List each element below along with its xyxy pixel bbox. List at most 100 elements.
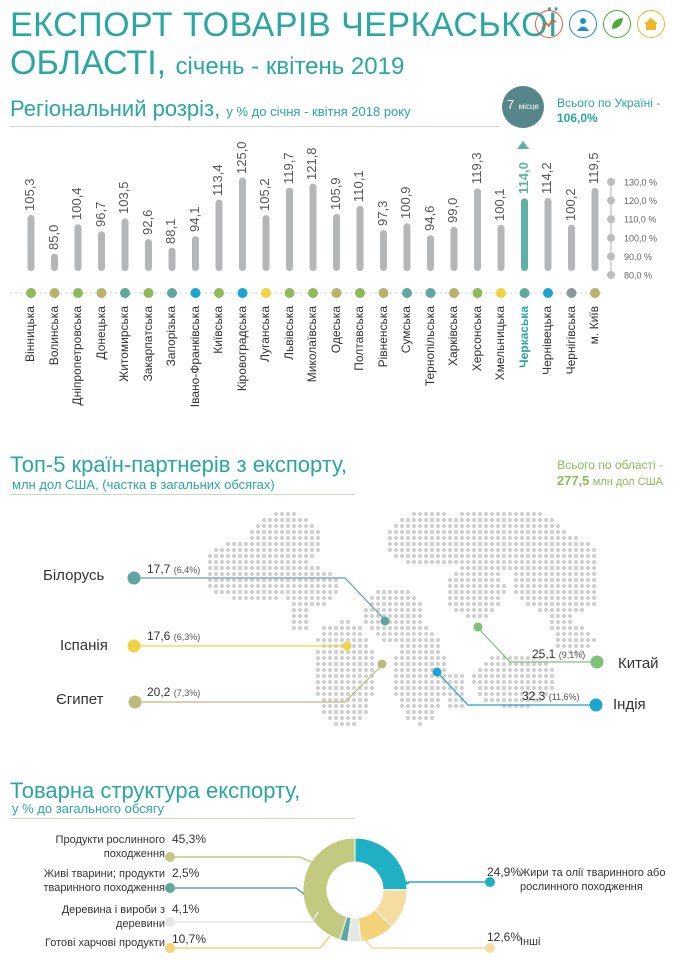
map-dot [238, 554, 242, 558]
bar-9 [239, 177, 246, 271]
y-tick-dot-0 [607, 178, 615, 186]
map-dot [484, 578, 488, 582]
map-dot [568, 554, 572, 558]
map-dot [412, 710, 416, 714]
map-dot [388, 632, 392, 636]
map-dot [232, 554, 236, 558]
map-dot [220, 554, 224, 558]
map-dot [562, 542, 566, 546]
donut-arrow [398, 877, 410, 889]
map-dot [406, 536, 410, 540]
map-dot [268, 584, 272, 588]
map-dot [412, 554, 416, 558]
home-icon[interactable] [637, 10, 665, 38]
map-dot [574, 602, 578, 606]
map-dot [502, 692, 506, 696]
map-dot [394, 674, 398, 678]
value-india: 32,3 (11,6%) [522, 689, 580, 703]
map-dot [364, 644, 368, 648]
map-dot [568, 614, 572, 618]
value-egypt-share: (7,3%) [173, 688, 201, 698]
map-dot [562, 536, 566, 540]
map-dot [430, 656, 434, 660]
country-belarus: Білорусь [43, 567, 105, 584]
map-dot [460, 584, 464, 588]
map-dot [436, 650, 440, 654]
map-dot [466, 596, 470, 600]
map-dot [460, 554, 464, 558]
map-dot [244, 596, 248, 600]
map-dot [226, 590, 230, 594]
map-dot [376, 596, 380, 600]
map-dot [430, 692, 434, 696]
map-dot [334, 656, 338, 660]
map-dot [460, 560, 464, 564]
region-dot-17 [425, 288, 436, 298]
map-dots [208, 512, 596, 726]
map-dot [586, 602, 590, 606]
map-dot [232, 584, 236, 588]
map-dot [466, 518, 470, 522]
map-dot [262, 542, 266, 546]
region-dot-8 [214, 288, 224, 298]
region-total-unit: млн дол США [592, 476, 663, 488]
map-dot [556, 542, 560, 546]
map-dot [208, 578, 212, 582]
map-dot [460, 518, 464, 522]
map-dot [568, 578, 572, 582]
map-dot [460, 512, 464, 516]
map-dot [478, 542, 482, 546]
map-dot [316, 662, 320, 666]
map-dot [334, 662, 338, 666]
map-dot [538, 518, 542, 522]
map-dot [280, 518, 284, 522]
map-dot [262, 524, 266, 528]
map-dot [478, 614, 482, 618]
map-dot [586, 548, 590, 552]
map-dot [532, 656, 536, 660]
map-dot [412, 530, 416, 534]
map-dot [418, 536, 422, 540]
bar-11 [286, 187, 293, 271]
leaf-icon[interactable] [603, 10, 631, 38]
map-dot [280, 578, 284, 582]
map-dot [550, 626, 554, 630]
map-dot [274, 560, 278, 564]
map-dot [238, 590, 242, 594]
map-dot [562, 602, 566, 606]
map-dot [514, 656, 518, 660]
region-label-11: Львівська [281, 306, 296, 360]
map-dot [394, 638, 398, 642]
map-dot [574, 548, 578, 552]
map-dot [466, 512, 470, 516]
map-dot [346, 674, 350, 678]
map-dot [304, 524, 308, 528]
leader-line-wood [175, 911, 319, 923]
map-dot [250, 530, 254, 534]
map-dot [280, 566, 284, 570]
map-dot [442, 512, 446, 516]
map-dot [346, 626, 350, 630]
map-dot [484, 530, 488, 534]
map-dot [448, 530, 452, 534]
map-dot [490, 542, 494, 546]
person-icon[interactable] [569, 10, 597, 38]
map-dot [322, 578, 326, 582]
map-dot [502, 686, 506, 690]
bar-21 [521, 198, 528, 271]
map-dot [370, 614, 374, 618]
map-dot [568, 596, 572, 600]
map-dot [406, 560, 410, 564]
map-dot [430, 644, 434, 648]
map-dot [358, 638, 362, 642]
map-dot [364, 686, 368, 690]
map-dot [508, 674, 512, 678]
chart-line-icon[interactable] [535, 10, 563, 38]
map-dot [496, 596, 500, 600]
value-china-share: (9,1%) [558, 650, 586, 660]
map-dot [448, 596, 452, 600]
map-dot [388, 608, 392, 612]
map-dot [364, 614, 368, 618]
map-dot [298, 548, 302, 552]
map-dot [514, 590, 518, 594]
